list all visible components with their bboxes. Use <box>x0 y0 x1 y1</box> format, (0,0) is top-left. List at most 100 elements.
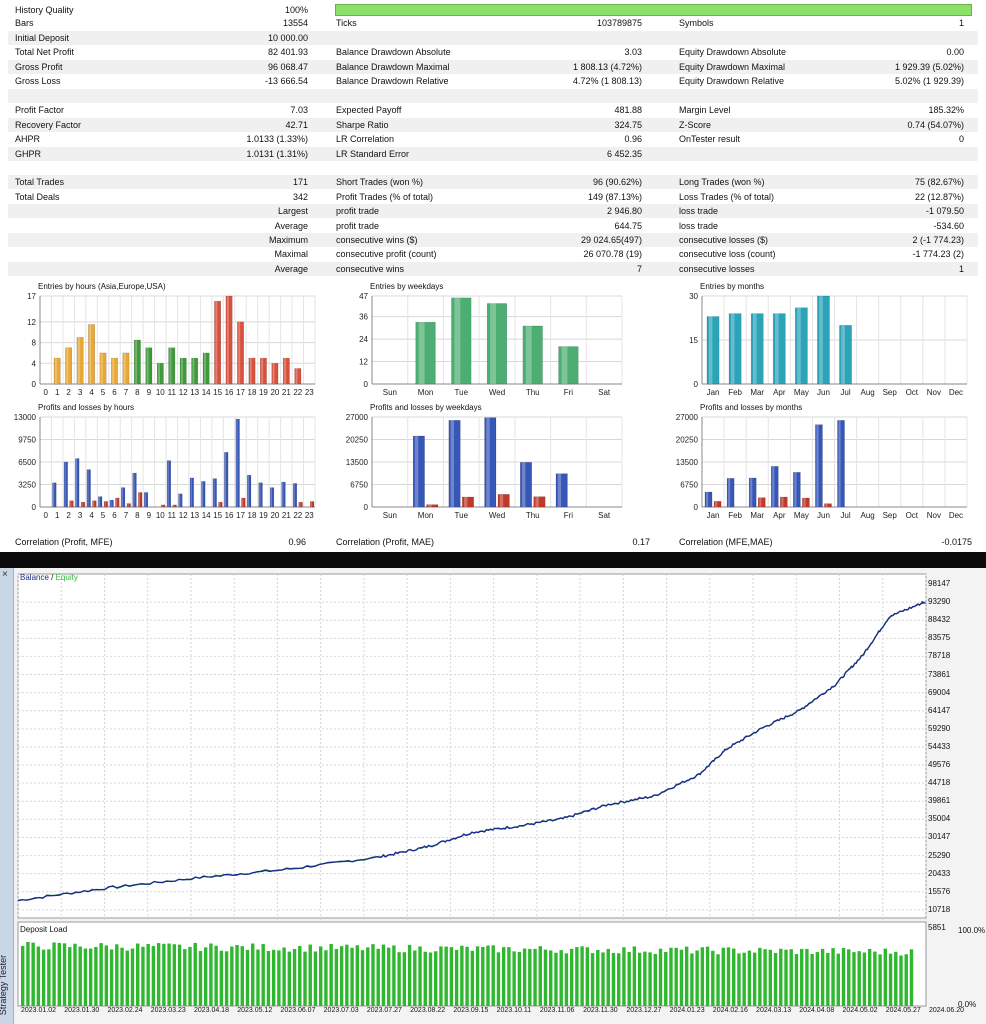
y-tick-label: 4 <box>32 359 37 368</box>
x-tick-label: 10 <box>156 388 165 397</box>
deposit-load-bar <box>585 947 590 1006</box>
deposit-load-bar <box>303 951 307 1006</box>
deposit-load-bar <box>700 947 705 1006</box>
bar <box>65 347 73 385</box>
x-tick-label: Jul <box>840 388 850 397</box>
stat-value: 96 068.47 <box>267 62 308 72</box>
correlation-value: -0.0175 <box>941 537 972 547</box>
bar <box>726 478 735 508</box>
bar-highlight <box>202 481 204 507</box>
bar <box>706 316 720 385</box>
deposit-load-bar <box>109 949 114 1006</box>
x-tick-label: 23 <box>305 511 314 520</box>
deposit-load-bar <box>203 947 208 1006</box>
x-tick-label: Jun <box>817 388 830 397</box>
stat-row <box>8 161 978 175</box>
chart-svg: 0 6750 13500 20250 27000 Sun Mon Tue Wed Thu Fri Sa… <box>346 413 623 520</box>
bar <box>247 474 252 508</box>
stat-label: Balance Drawdown Maximal <box>336 62 450 72</box>
x-tick-label: May <box>794 511 809 520</box>
deposit-load-bar <box>78 946 82 1006</box>
deposit-load-bar <box>867 948 872 1006</box>
bar <box>426 504 439 508</box>
deposit-load-bar <box>883 948 888 1006</box>
bar <box>793 472 801 508</box>
stat-label: Total Trades <box>15 177 65 187</box>
chart-title: Profits and losses by weekdays <box>370 403 482 412</box>
deposit-load-bar <box>177 944 182 1006</box>
x-tick-label: 9 <box>147 511 152 520</box>
deposit-load-bar <box>329 943 333 1006</box>
deposit-load-bar <box>355 945 359 1006</box>
history-quality-label: History Quality <box>15 5 74 15</box>
x-tick-label: 2 <box>66 388 71 397</box>
bar-highlight <box>247 475 249 507</box>
bar <box>143 492 149 508</box>
y-tick-label: 13000 <box>14 413 37 422</box>
bar <box>168 347 176 385</box>
bar-highlight <box>181 358 183 384</box>
deposit-load-bar <box>465 946 469 1006</box>
stat-label: Equity Drawdown Relative <box>679 76 785 86</box>
x-tick-label: 2024.06.20 <box>929 1007 965 1014</box>
x-tick-label: 1 <box>55 511 60 520</box>
deposit-load-bar <box>627 951 631 1006</box>
deposit-load-bar <box>52 942 56 1006</box>
stat-label: Gross Loss <box>15 76 61 86</box>
deposit-load-bar <box>679 949 684 1006</box>
stat-label: LR Correlation <box>336 134 395 144</box>
bar <box>451 297 472 385</box>
bar <box>415 321 436 385</box>
deposit-load-bar <box>371 944 375 1006</box>
stat-label: Profit Trades (% of total) <box>336 192 434 202</box>
bar <box>412 435 425 508</box>
bar <box>179 357 187 385</box>
stat-label: profit trade <box>336 206 380 216</box>
bar <box>109 499 114 508</box>
deposit-load-bar <box>543 949 548 1006</box>
deposit-load-bar <box>794 954 799 1006</box>
deposit-load-bar <box>475 946 480 1006</box>
y-tick-label: 10718 <box>928 904 951 914</box>
deposit-load-bar <box>219 950 224 1006</box>
bar-highlight <box>825 503 828 507</box>
bar-highlight <box>127 503 129 507</box>
deposit-load-bar <box>376 948 380 1006</box>
deposit-load-bar <box>590 953 595 1006</box>
deposit-load-bar <box>711 950 715 1006</box>
x-tick-label: 23 <box>305 388 314 397</box>
x-tick-label: Aug <box>861 388 875 397</box>
bar <box>837 420 845 508</box>
x-tick-label: Oct <box>906 511 919 520</box>
bar <box>486 303 508 385</box>
x-tick-label: 2023.11.06 <box>539 1007 575 1014</box>
x-tick-label: Tue <box>455 388 469 397</box>
stat-row: Average profit trade 644.75 loss trade -534.… <box>8 219 978 233</box>
deposit-load-bar <box>894 951 898 1006</box>
close-icon[interactable]: × <box>2 569 8 580</box>
stat-label: Total Deals <box>15 192 60 202</box>
deposit-load-bar <box>151 946 156 1006</box>
stat-value: 1 <box>958 264 964 274</box>
y-tick-label: 30 <box>689 292 698 301</box>
bar-highlight <box>133 473 135 507</box>
y-tick-label: 15576 <box>928 886 951 896</box>
deposit-load-bar <box>319 946 323 1006</box>
y-tick-label: 49576 <box>928 760 951 770</box>
chart-title: Entries by months <box>700 282 765 291</box>
bar <box>558 346 579 385</box>
bar <box>63 461 68 508</box>
y-tick-label: 39861 <box>928 796 951 806</box>
bar-highlight <box>226 296 229 384</box>
stat-value: 1.0133 (1.33%) <box>246 134 308 144</box>
bar <box>218 501 223 508</box>
correlation-value: 0.17 <box>632 537 650 547</box>
bar <box>713 501 722 508</box>
y-tick-label: 98147 <box>928 579 951 588</box>
stat-label: Profit Factor <box>15 105 65 115</box>
stat-value: 1 929.39 (5.02%) <box>894 62 964 72</box>
x-tick-label: 2023.06.07 <box>280 1007 316 1014</box>
bar <box>132 472 137 508</box>
stat-label: Total Net Profit <box>15 47 75 57</box>
stat-value: 3.03 <box>624 47 642 57</box>
